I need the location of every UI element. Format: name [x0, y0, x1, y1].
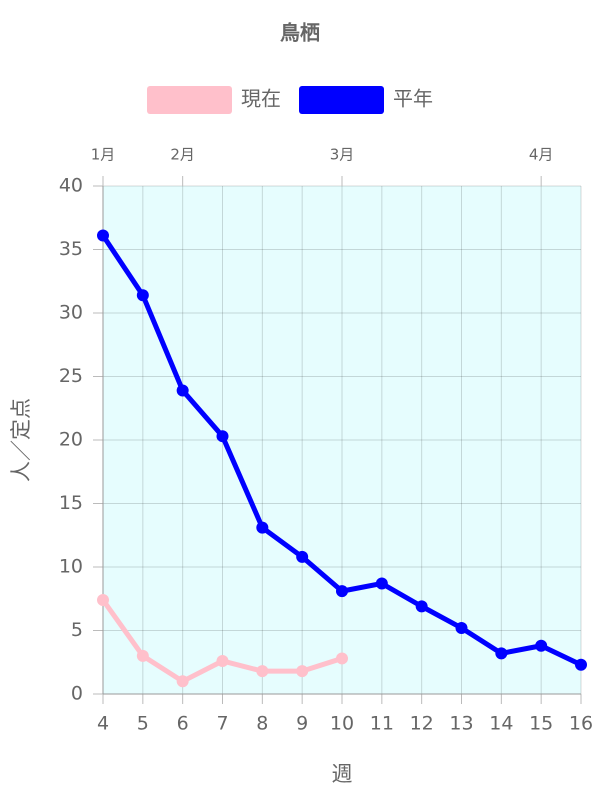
data-point [535, 639, 548, 652]
chart-title: 鳥栖 [280, 21, 320, 45]
data-point [296, 665, 309, 678]
x-tick-label: 7 [216, 713, 228, 735]
data-point [97, 594, 109, 607]
x-tick-label: 9 [296, 713, 308, 735]
legend-label: 現在 [241, 87, 281, 111]
data-point [455, 621, 468, 634]
y-tick-label: 5 [71, 619, 83, 641]
data-point [176, 675, 189, 688]
month-label: 2月 [170, 146, 195, 164]
data-point [97, 229, 109, 242]
data-point [415, 600, 428, 613]
x-tick-label: 5 [137, 713, 149, 735]
data-point [216, 430, 229, 443]
y-tick-label: 15 [59, 492, 83, 514]
legend-label: 平年 [393, 87, 433, 111]
data-point [176, 384, 189, 397]
x-tick-label: 8 [256, 713, 268, 735]
y-tick-label: 40 [59, 175, 83, 197]
x-tick-label: 13 [449, 713, 473, 735]
data-point [575, 658, 587, 671]
data-point [136, 649, 149, 662]
x-tick-label: 10 [330, 713, 354, 735]
data-point [256, 665, 269, 678]
month-label: 3月 [330, 146, 355, 164]
data-point [216, 654, 229, 667]
x-tick-label: 4 [97, 713, 109, 735]
y-tick-label: 35 [59, 238, 83, 260]
y-tick-label: 20 [59, 429, 83, 451]
data-point [256, 521, 269, 534]
legend-swatch [299, 86, 384, 114]
data-point [136, 289, 149, 302]
x-tick-label: 14 [489, 713, 513, 735]
x-tick-label: 6 [177, 713, 189, 735]
data-point [296, 550, 309, 563]
y-tick-label: 10 [59, 556, 83, 578]
y-axis-label: 人／定点 [9, 398, 33, 482]
y-tick-label: 25 [59, 365, 83, 387]
data-point [375, 577, 388, 590]
month-label: 4月 [529, 146, 554, 164]
legend-swatch [147, 86, 232, 114]
month-label: 1月 [91, 146, 116, 164]
data-point [336, 585, 348, 598]
plot-background [103, 186, 581, 694]
data-point [495, 647, 508, 660]
data-point [336, 652, 348, 665]
x-tick-label: 12 [410, 713, 434, 735]
x-tick-label: 11 [370, 713, 394, 735]
y-tick-label: 30 [59, 302, 83, 324]
x-tick-label: 15 [529, 713, 553, 735]
x-tick-label: 16 [569, 713, 593, 735]
y-tick-label: 0 [71, 683, 83, 705]
x-axis-label: 週 [332, 762, 353, 786]
